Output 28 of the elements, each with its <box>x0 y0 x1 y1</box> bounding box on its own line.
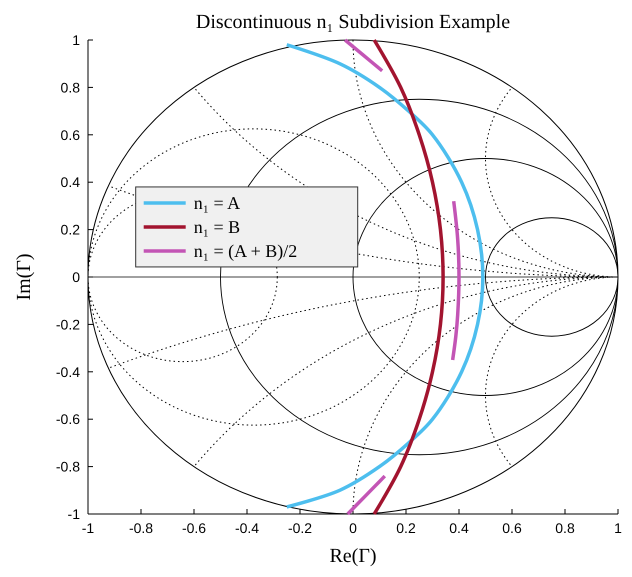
y-tick-label: -0.6 <box>56 411 80 428</box>
x-tick-label: -0.8 <box>128 520 154 536</box>
y-axis-title: Im(Γ) <box>13 253 35 301</box>
x-tick-label: 0.2 <box>396 520 416 536</box>
x-tick-label: -0.6 <box>182 520 206 536</box>
x-tick-label: 1 <box>614 520 622 536</box>
x-tick-label: 0.8 <box>555 520 575 536</box>
x-axis-title: Re(Γ) <box>329 545 377 567</box>
line-series <box>372 38 445 516</box>
legend-label: n₁ = (A + B)/2 <box>194 240 298 261</box>
y-tick-label: 0.8 <box>60 79 80 96</box>
y-tick-label: 1 <box>72 32 80 48</box>
legend-label: n₁ = A <box>194 192 240 213</box>
y-tick-label: -0.2 <box>56 316 80 332</box>
y-tick-label: 0.2 <box>60 222 80 238</box>
chart-title: Discontinuous n₁ Subdivision Example <box>196 11 510 33</box>
y-tick-label: -0.8 <box>56 458 80 475</box>
y-tick-label: -1 <box>68 506 80 522</box>
y-tick-label: 0.6 <box>60 126 80 143</box>
y-tick-label: 0.4 <box>60 174 80 190</box>
x-tick-label: -0.4 <box>234 520 260 536</box>
x-tick-label: 0.4 <box>449 520 469 536</box>
legend-label: n₁ = B <box>194 216 240 237</box>
y-tick-label: -0.4 <box>56 364 80 380</box>
y-tick-label: 0 <box>72 269 80 285</box>
x-tick-label: 0.6 <box>502 520 522 536</box>
x-tick-label: 0 <box>349 520 358 536</box>
x-tick-label: -0.2 <box>288 520 312 536</box>
